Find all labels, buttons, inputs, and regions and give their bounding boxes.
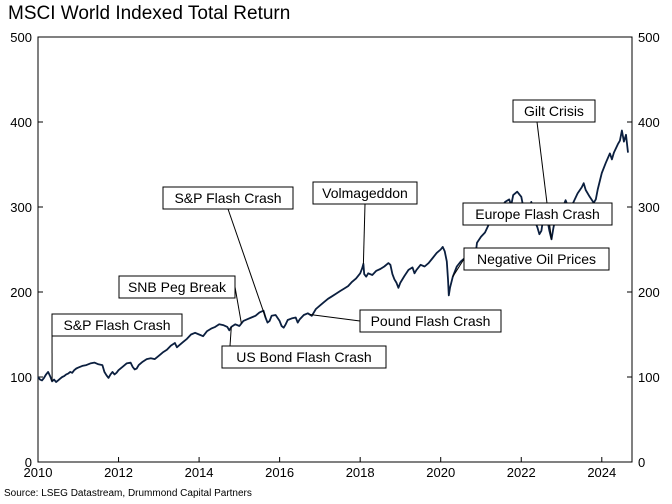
annotation-box xyxy=(512,99,596,123)
annotation-label: S&P Flash Crash xyxy=(63,317,170,333)
annotation-leader xyxy=(309,314,361,322)
annotation-box xyxy=(221,345,387,369)
x-tick-label: 2024 xyxy=(587,465,616,480)
annotation-box xyxy=(312,181,418,205)
annotation-box xyxy=(462,202,613,226)
annotation-label: Negative Oil Prices xyxy=(477,251,596,267)
x-tick-label: 2018 xyxy=(346,465,375,480)
x-tick-label: 2020 xyxy=(426,465,455,480)
y-tick-label-right: 300 xyxy=(638,200,660,215)
annotation-leader xyxy=(234,286,242,324)
y-tick-label-right: 400 xyxy=(638,115,660,130)
annotation-leader xyxy=(452,258,465,277)
annotation-label: S&P Flash Crash xyxy=(174,190,281,206)
annotation-leader xyxy=(227,208,267,318)
annotation-leader xyxy=(362,203,366,264)
annotation-label: Europe Flash Crash xyxy=(475,206,600,222)
y-tick-label-left: 0 xyxy=(25,455,32,470)
axes: 0 0 100 100 200 200 300 300 400 400 500 500 2010 2012… xyxy=(10,30,659,480)
x-tick-label: 2016 xyxy=(265,465,294,480)
annotation-layer: S&P Flash Crash SNB Peg Break S&P Flash Cr… xyxy=(51,99,613,382)
annotation-leader xyxy=(229,326,232,347)
annotation-box xyxy=(463,247,610,271)
plot-frame xyxy=(37,36,633,463)
y-tick-label-left: 400 xyxy=(10,115,32,130)
annotation-label: Volmageddon xyxy=(322,185,408,201)
annotation-label: SNB Peg Break xyxy=(128,279,227,295)
chart-title: MSCI World Indexed Total Return xyxy=(8,3,291,24)
y-tick-label-left: 300 xyxy=(10,200,32,215)
x-tick-label: 2022 xyxy=(507,465,536,480)
x-tick-label: 2010 xyxy=(24,465,53,480)
x-tick-label: 2012 xyxy=(104,465,133,480)
y-tick-label-left: 200 xyxy=(10,285,32,300)
chart-source: Source: LSEG Datastream, Drummond Capita… xyxy=(4,488,252,499)
y-tick-label-left: 100 xyxy=(10,370,32,385)
annotation-box xyxy=(51,313,183,337)
y-tick-label-left: 500 xyxy=(10,30,32,45)
x-tick-label: 2014 xyxy=(185,465,214,480)
series-layer xyxy=(37,129,629,383)
series-line xyxy=(37,129,629,383)
y-tick-label-right: 200 xyxy=(638,285,660,300)
annotation-label: Pound Flash Crash xyxy=(371,313,491,329)
annotation-label: US Bond Flash Crash xyxy=(236,349,371,365)
annotation-label: Gilt Crisis xyxy=(524,103,584,119)
annotation-box xyxy=(359,309,502,333)
y-tick-label-right: 500 xyxy=(638,30,660,45)
y-tick-label-right: 0 xyxy=(638,455,645,470)
y-tick-label-right: 100 xyxy=(638,370,660,385)
annotation-box xyxy=(118,275,236,299)
annotation-box xyxy=(162,186,294,210)
